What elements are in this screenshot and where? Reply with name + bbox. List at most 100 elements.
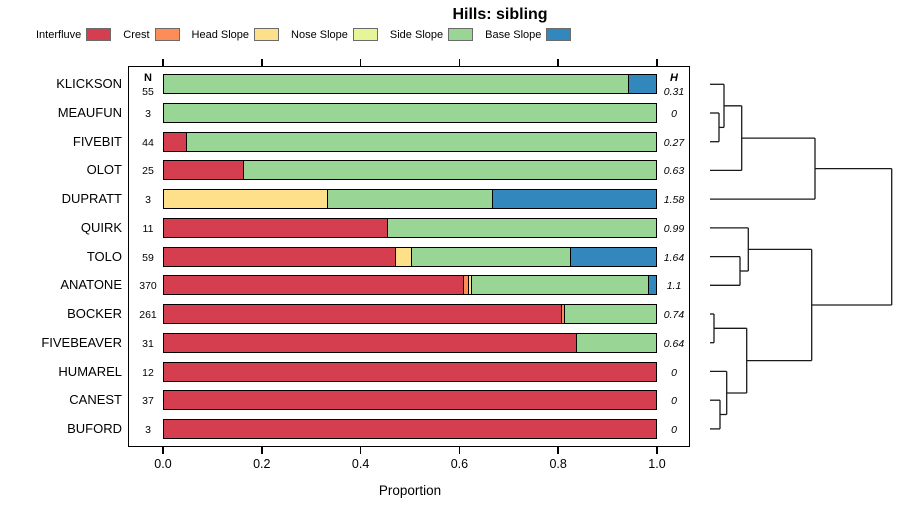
y-axis-label: MEAUFUN — [57, 105, 122, 121]
y-axis-label: BUFORD — [67, 420, 122, 436]
n-value: 55 — [142, 86, 154, 99]
h-value: 1.1 — [666, 280, 682, 293]
bar-segment — [187, 132, 656, 151]
stacked-bar — [163, 304, 657, 325]
y-axis-label: FIVEBEAVER — [41, 334, 122, 350]
stacked-bar — [163, 390, 657, 411]
x-tick — [162, 59, 164, 66]
h-value: 0 — [671, 395, 677, 408]
plot-box — [128, 66, 690, 447]
n-value: 12 — [142, 366, 154, 379]
h-value: 0.99 — [663, 222, 685, 235]
y-axis-label: DUPRATT — [61, 191, 122, 207]
x-tick — [458, 59, 461, 66]
bar-segment — [463, 276, 469, 295]
x-axis-title: Proportion — [378, 483, 442, 498]
legend-item: Nose Slope — [291, 28, 378, 41]
n-value: 59 — [142, 251, 154, 264]
bar-segment — [561, 305, 566, 324]
h-value: 0.64 — [663, 337, 685, 350]
bar-segment — [164, 247, 397, 266]
x-tick — [261, 59, 263, 66]
bar-segment — [577, 333, 656, 352]
bar-segment — [396, 247, 413, 266]
legend-item: Crest — [123, 28, 180, 41]
y-axis-label: TOLO — [86, 248, 122, 264]
h-value: 0 — [671, 366, 677, 379]
x-tick — [162, 447, 164, 454]
n-column-header: N — [144, 72, 152, 84]
n-value: 25 — [142, 165, 154, 178]
bar-segment — [164, 104, 656, 123]
x-tick — [359, 447, 362, 454]
h-value: 0.27 — [663, 136, 685, 149]
bar-segment — [164, 190, 329, 209]
bar-segment — [243, 161, 656, 180]
x-tick-label: 0.8 — [549, 457, 567, 471]
n-value: 3 — [145, 108, 151, 121]
legend-label: Base Slope — [485, 28, 542, 41]
bar-segment — [412, 247, 572, 266]
n-value: 3 — [145, 194, 151, 207]
y-axis-label: HUMAREL — [58, 363, 122, 379]
stacked-bar — [163, 275, 657, 296]
stacked-bar — [163, 103, 657, 124]
legend-swatch — [86, 28, 112, 41]
y-axis-label: FIVEBIT — [72, 133, 122, 149]
h-value: 0.31 — [663, 86, 685, 99]
x-tick-label: 1.0 — [648, 457, 666, 471]
h-value: 0.63 — [663, 165, 685, 178]
x-tick-label: 0.4 — [351, 457, 370, 471]
h-value: 0 — [671, 423, 677, 436]
bar-segment — [164, 161, 244, 180]
x-tick — [261, 447, 263, 454]
stacked-bar — [163, 332, 657, 353]
bar-segment — [328, 190, 493, 209]
legend-item: Interfluve — [36, 28, 112, 41]
bar-segment — [164, 419, 656, 438]
legend-swatch — [546, 28, 572, 41]
legend-item: Base Slope — [485, 28, 572, 41]
bar-segment — [492, 190, 656, 209]
legend-swatch — [352, 28, 378, 41]
n-value: 31 — [142, 337, 154, 350]
stacked-bar — [163, 189, 657, 210]
x-tick — [557, 447, 559, 454]
bar-segment — [164, 362, 656, 381]
stacked-bar — [163, 131, 657, 152]
legend-swatch — [154, 28, 180, 41]
y-axis-label: BOCKER — [67, 306, 122, 322]
h-value: 1.58 — [663, 194, 685, 207]
legend-item: Side Slope — [390, 28, 474, 41]
n-value: 11 — [142, 222, 154, 235]
chart-title: Hills: sibling — [452, 6, 548, 23]
stacked-bar — [163, 246, 657, 267]
stacked-bar — [163, 361, 657, 382]
n-value: 370 — [139, 280, 157, 293]
y-axis-label: KLICKSON — [56, 76, 122, 92]
bar-segment — [164, 305, 562, 324]
x-tick-label: 0.6 — [450, 457, 469, 471]
bar-segment — [571, 247, 656, 266]
bar-segment — [628, 75, 656, 94]
n-value: 44 — [142, 136, 154, 149]
n-value: 261 — [139, 309, 157, 322]
y-axis-label: OLOT — [86, 162, 122, 178]
bar-segment — [164, 132, 188, 151]
stacked-bar — [163, 418, 657, 439]
bar-segment — [164, 218, 389, 237]
legend-label: Head Slope — [191, 28, 250, 41]
legend-swatch — [448, 28, 474, 41]
stacked-bar — [163, 217, 657, 238]
legend-item: Head Slope — [192, 28, 280, 41]
x-tick — [656, 59, 658, 66]
legend-label: Nose Slope — [291, 28, 348, 41]
x-tick — [359, 59, 362, 66]
legend-swatch — [254, 28, 280, 41]
n-value: 37 — [142, 395, 154, 408]
bar-segment — [164, 391, 656, 410]
y-axis-label: ANATONE — [60, 277, 122, 293]
y-axis-label: CANEST — [69, 392, 122, 408]
h-value: 0.74 — [663, 309, 685, 322]
